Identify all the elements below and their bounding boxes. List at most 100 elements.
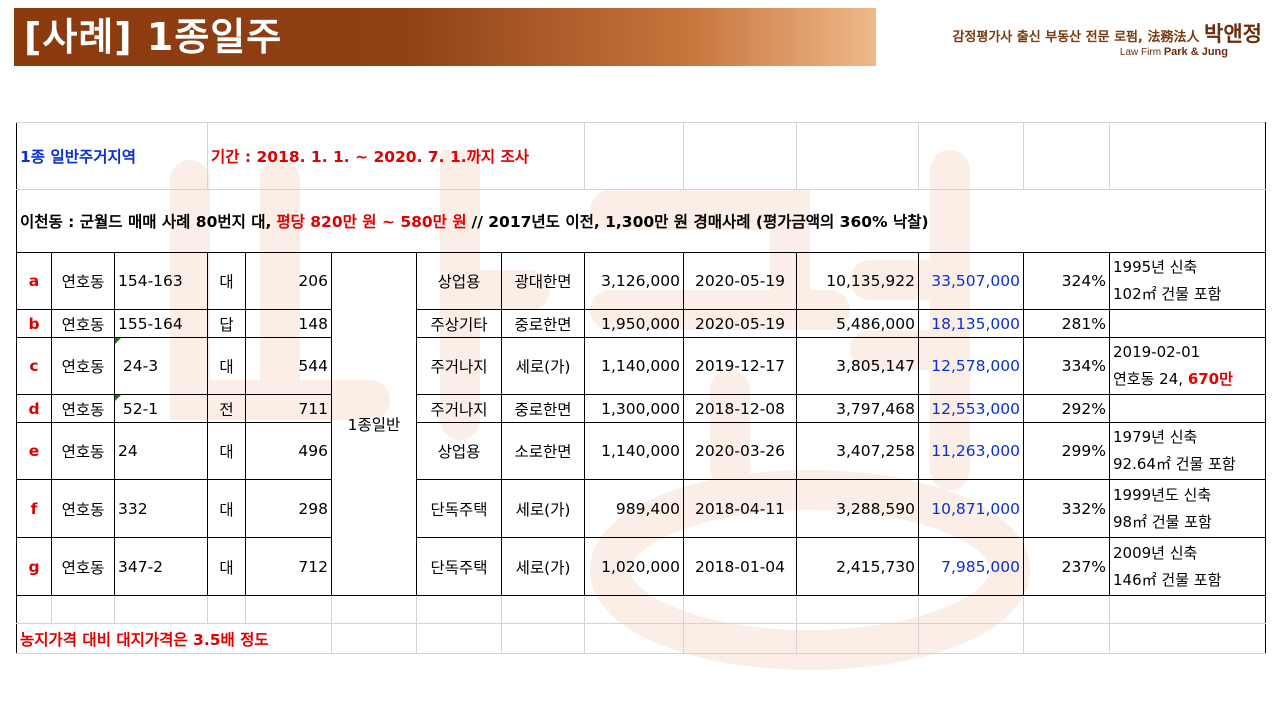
note-line-2-text: 146㎡ 건물 포함 — [1113, 570, 1222, 589]
title-bar: [사례] 1종일주 — [14, 8, 876, 66]
cell-price: 1,300,000 — [584, 394, 684, 423]
cell-road: 광대한면 — [501, 252, 585, 310]
cell-dong: 연호동 — [51, 422, 115, 480]
cell-pyeong-price: 10,871,000 — [918, 479, 1024, 538]
cell-jimok: 대 — [207, 479, 246, 538]
cell-date: 2018-01-04 — [683, 537, 797, 596]
cell-note: 1995년 신축 102㎡ 건물 포함 — [1109, 252, 1266, 310]
cell-jimok: 대 — [207, 337, 246, 395]
note-line-2: 98㎡ 건물 포함 — [1113, 509, 1262, 536]
cell-date: 2018-12-08 — [683, 394, 797, 423]
cell-road: 세로(가) — [501, 537, 585, 596]
brand-hanja: 法務法人 — [1147, 30, 1200, 45]
summary-cell: 이천동 : 군월드 매매 사례 80번지 대, 평당 820만 원 ~ 580만… — [16, 189, 1266, 253]
cell-use: 단독주택 — [416, 537, 502, 596]
cell-use: 주상기타 — [416, 309, 502, 338]
table-row: g 연호동 347-2 대 712 단독주택 세로(가) 1,020,000 2018-01-0… — [16, 537, 1266, 596]
cell-pyeong-price: 33,507,000 — [918, 252, 1024, 310]
cell-area: 298 — [245, 479, 332, 538]
survey-period: 기간 : 2018. 1. 1. ~ 2020. 7. 1.까지 조사 — [211, 148, 530, 166]
note-line-1: 1999년도 신축 — [1113, 485, 1212, 504]
cell-pyeong-price: 11,263,000 — [918, 422, 1024, 480]
row-id: a — [16, 252, 52, 310]
cell-price: 1,020,000 — [584, 537, 684, 596]
cell-jimok: 대 — [207, 537, 246, 596]
cell-road: 소로한면 — [501, 422, 585, 480]
cell-note: 1999년도 신축 98㎡ 건물 포함 — [1109, 479, 1266, 538]
cell-ratio: 324% — [1023, 252, 1110, 310]
cell-pyeong-price: 18,135,000 — [918, 309, 1024, 338]
slide-title: [사례] 1종일주 — [24, 15, 283, 59]
cell-jimok: 답 — [207, 309, 246, 338]
cell-dong: 연호동 — [51, 537, 115, 596]
row-id: b — [16, 309, 52, 338]
note-line-2-text: 92.64㎡ 건물 포함 — [1113, 455, 1236, 473]
cell-ratio: 237% — [1023, 537, 1110, 596]
cell-total: 2,415,730 — [796, 537, 919, 596]
cell-dong: 연호동 — [51, 252, 115, 310]
table-row: d 연호동 52-1 전 711 주거나지 중로한면 1,300,000 2018-12-08… — [16, 394, 1266, 423]
cell-area: 544 — [245, 337, 332, 395]
cell-note: 1979년 신축 92.64㎡ 건물 포함 — [1109, 422, 1266, 480]
cell-price: 3,126,000 — [584, 252, 684, 310]
row-id: e — [16, 422, 52, 480]
summary-price-range: 평당 820만 원 ~ 580만 원 — [276, 213, 467, 231]
cell-note — [1109, 394, 1266, 423]
row-id: c — [16, 337, 52, 395]
cell-lot: 155-164 — [114, 309, 208, 338]
cell-zone-merged: 1종일반 — [331, 252, 417, 596]
cell-ratio: 292% — [1023, 394, 1110, 423]
period-cell: 기간 : 2018. 1. 1. ~ 2020. 7. 1.까지 조사 — [207, 122, 585, 190]
cell-dong: 연호동 — [51, 394, 115, 423]
cell-lot: 347-2 — [114, 537, 208, 596]
cell-ratio: 334% — [1023, 337, 1110, 395]
note-line-2-highlight: 670만 — [1187, 370, 1233, 388]
cell-date: 2020-03-26 — [683, 422, 797, 480]
note-line-2: 92.64㎡ 건물 포함 — [1113, 451, 1262, 478]
cell-lot: 52-1 — [114, 394, 208, 423]
cell-price: 1,140,000 — [584, 422, 684, 480]
cell-area: 712 — [245, 537, 332, 596]
row-id: d — [16, 394, 52, 423]
cell-use: 상업용 — [416, 252, 502, 310]
cell-total: 10,135,922 — [796, 252, 919, 310]
note-line-2: 102㎡ 건물 포함 — [1113, 281, 1262, 308]
note-line-2: 146㎡ 건물 포함 — [1113, 567, 1262, 594]
cell-dong: 연호동 — [51, 337, 115, 395]
brand-english-prefix: Law Firm — [1119, 47, 1162, 58]
footer-note-cell: 농지가격 대비 대지가격은 3.5배 정도 — [16, 623, 332, 654]
summary-text: 이천동 : 군월드 매매 사례 80번지 대, — [20, 213, 272, 231]
cell-jimok: 대 — [207, 252, 246, 310]
brand-logo: 감정평가사 출신 부동산 전문 로펌, 法務法人 박앤정 Law Firm Pa… — [872, 18, 1262, 58]
brand-name: 박앤정 — [1204, 22, 1262, 46]
cell-date: 2018-04-11 — [683, 479, 797, 538]
cell-total: 3,805,147 — [796, 337, 919, 395]
brand-tagline: 감정평가사 출신 부동산 전문 로펌, — [952, 30, 1143, 45]
cell-road: 세로(가) — [501, 337, 585, 395]
cell-area: 711 — [245, 394, 332, 423]
cell-area: 206 — [245, 252, 332, 310]
note-line-1: 2019-02-01 — [1113, 343, 1201, 361]
cell-note — [1109, 309, 1266, 338]
zone-label-cell: 1종 일반주거지역 — [16, 122, 208, 190]
cell-total: 3,288,590 — [796, 479, 919, 538]
cell-note: 2019-02-01 연호동 24, 670만 — [1109, 337, 1266, 395]
note-line-2-text: 연호동 24, — [1113, 370, 1184, 388]
cell-price: 1,140,000 — [584, 337, 684, 395]
summary-auction: // 2017년도 이전, 1,300만 원 경매사례 (평가금액의 360% … — [471, 213, 929, 231]
note-line-1: 1979년 신축 — [1113, 428, 1198, 446]
note-line-2-text: 98㎡ 건물 포함 — [1113, 512, 1212, 531]
cell-note: 2009년 신축 146㎡ 건물 포함 — [1109, 537, 1266, 596]
cell-lot: 24-3 — [114, 337, 208, 395]
cell-use: 주거나지 — [416, 394, 502, 423]
cell-lot: 154-163 — [114, 252, 208, 310]
cell-pyeong-price: 12,553,000 — [918, 394, 1024, 423]
cell-total: 3,407,258 — [796, 422, 919, 480]
cell-pyeong-price: 12,578,000 — [918, 337, 1024, 395]
cell-road: 중로한면 — [501, 394, 585, 423]
cell-date: 2020-05-19 — [683, 252, 797, 310]
footer-note: 농지가격 대비 대지가격은 3.5배 정도 — [20, 630, 269, 649]
note-line-2: 연호동 24, 670만 — [1113, 366, 1262, 393]
note-line-1: 2009년 신축 — [1113, 543, 1198, 562]
note-line-2-text: 102㎡ 건물 포함 — [1113, 285, 1222, 303]
